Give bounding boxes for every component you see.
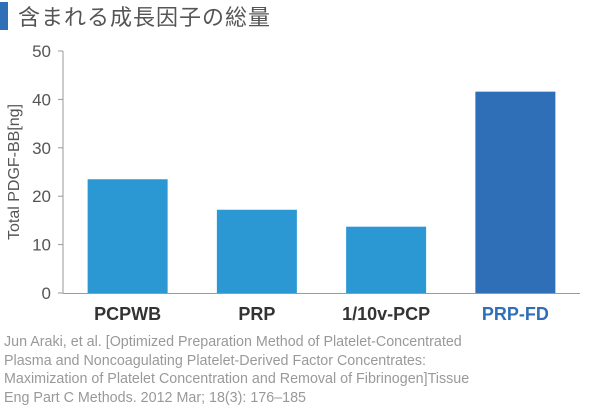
y-tick-label: 30	[32, 139, 51, 158]
x-tick-label: PRP-FD	[482, 304, 549, 324]
y-tick-label: 40	[32, 90, 51, 109]
y-tick-label: 20	[32, 187, 51, 206]
bar-prp	[216, 209, 297, 293]
chart-title-block: 含まれる成長因子の総量	[0, 0, 271, 32]
chart-title: 含まれる成長因子の総量	[18, 6, 272, 31]
bar-prp-fd	[475, 91, 556, 293]
citation-line-4: Eng Part C Methods. 2012 Mar; 18(3): 176…	[4, 389, 307, 406]
x-tick-label: 1/10v-PCP	[342, 304, 430, 324]
y-axis-label: Total PDGF-BB[ng]	[6, 104, 23, 240]
citation-line-3: Maximization of Platelet Concentration a…	[4, 371, 470, 387]
bar-chart: 0 10 20 30 40 50 Total PDGF-BB[ng] PCPWB PRP 1/10…	[6, 42, 580, 324]
citation-line-2: Plasma and Noncoagulating Platelet-Deriv…	[4, 352, 426, 369]
bar-pcpwb	[87, 179, 168, 293]
citation-footnote: Jun Araki, et al. [Optimized Preparation…	[4, 333, 588, 407]
y-tick-label: 0	[42, 284, 51, 303]
x-tick-label: PCPWB	[94, 304, 161, 324]
x-tick-label: PRP	[238, 304, 275, 324]
title-accent-bar	[0, 2, 8, 30]
citation-line-1: Jun Araki, et al. [Optimized Preparation…	[4, 334, 462, 350]
y-tick-label: 10	[32, 236, 51, 255]
y-tick-label: 50	[32, 42, 51, 61]
bar-1-10v-pcp	[346, 226, 427, 293]
